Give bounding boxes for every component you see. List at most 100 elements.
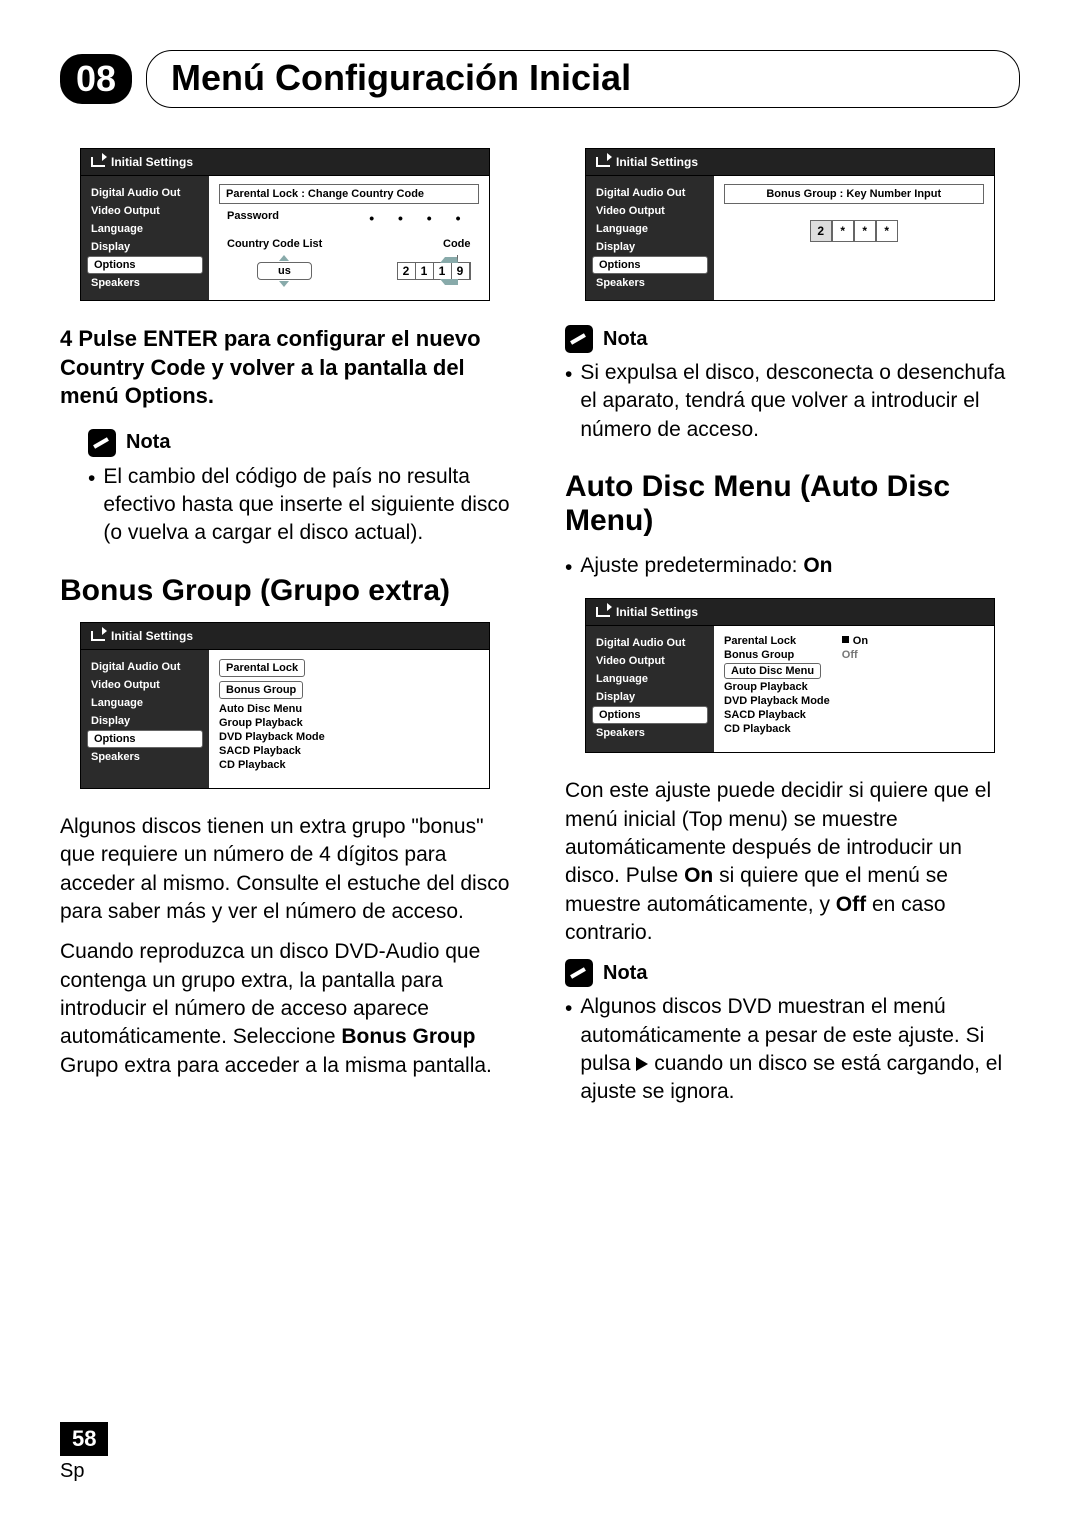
bullet-icon: •	[565, 359, 572, 444]
sidebar-item: Video Output	[81, 202, 209, 220]
sidebar-item: Display	[586, 238, 714, 256]
country-list-label: Country Code List	[227, 238, 322, 250]
panel-options: Initial Settings Digital Audio Out Video…	[80, 622, 490, 789]
panel-titlebar: Initial Settings	[81, 623, 489, 650]
option-item: Bonus Group	[724, 648, 830, 662]
option-item: SACD Playback	[219, 744, 479, 758]
return-icon	[91, 631, 105, 641]
sidebar-item: Language	[586, 670, 714, 688]
return-icon	[91, 157, 105, 167]
panel-auto-disc: Initial Settings Digital Audio Out Video…	[585, 598, 995, 753]
section-heading-bonus-group: Bonus Group (Grupo extra)	[60, 574, 515, 608]
note-text: Algunos discos DVD muestran el menú auto…	[580, 993, 1020, 1106]
panel-sidebar: Digital Audio Out Video Output Language …	[586, 176, 714, 300]
option-item: DVD Playback Mode	[724, 694, 830, 708]
keynum-header: Bonus Group : Key Number Input	[724, 184, 984, 204]
sidebar-item: Digital Audio Out	[586, 184, 714, 202]
option-item: Parental Lock	[219, 659, 305, 677]
panel-title: Initial Settings	[111, 629, 193, 643]
sidebar-item-selected: Options	[87, 730, 203, 748]
sidebar-item: Speakers	[81, 748, 209, 766]
note-label: Nota	[603, 328, 647, 351]
panel-title: Initial Settings	[616, 605, 698, 619]
option-item: SACD Playback	[724, 708, 830, 722]
option-on: On	[842, 634, 868, 648]
page-number: 58	[60, 1422, 108, 1456]
sidebar-item: Video Output	[586, 202, 714, 220]
left-column: Initial Settings Digital Audio Out Video…	[60, 148, 515, 1107]
note-text: El cambio del código de país no resulta …	[103, 463, 515, 548]
code-digit: 1	[416, 263, 434, 279]
paragraph: Con este ajuste puede decidir si quiere …	[565, 777, 1020, 947]
password-label: Password	[227, 210, 279, 226]
panel-titlebar: Initial Settings	[586, 599, 994, 626]
note-icon	[88, 429, 116, 457]
sidebar-item: Digital Audio Out	[81, 658, 209, 676]
option-item: CD Playback	[219, 758, 479, 772]
keynum-digit: *	[854, 220, 876, 242]
note-icon	[565, 959, 593, 987]
panel-titlebar: Initial Settings	[81, 149, 489, 176]
sidebar-item: Speakers	[586, 274, 714, 292]
return-icon	[596, 607, 610, 617]
option-item: Bonus Group	[219, 681, 303, 699]
note-label: Nota	[126, 431, 170, 454]
sidebar-item: Digital Audio Out	[586, 634, 714, 652]
arrow-down-icon	[279, 281, 289, 287]
step-4-text: 4 Pulse ENTER para configurar el nuevo C…	[60, 325, 515, 411]
sidebar-item: Video Output	[81, 676, 209, 694]
panel-country-code: Initial Settings Digital Audio Out Video…	[80, 148, 490, 301]
chapter-number: 08	[60, 54, 132, 104]
note-icon	[565, 325, 593, 353]
note-text: Si expulsa el disco, desconecta o desenc…	[580, 359, 1020, 444]
keynum-digit: 2	[810, 220, 832, 242]
sidebar-item: Display	[586, 688, 714, 706]
option-item-selected: Auto Disc Menu	[724, 663, 821, 679]
sidebar-item: Display	[81, 712, 209, 730]
sidebar-item: Speakers	[586, 724, 714, 742]
sidebar-item-selected: Options	[592, 706, 708, 724]
country-header: Parental Lock : Change Country Code	[219, 184, 479, 204]
panel-title: Initial Settings	[616, 155, 698, 169]
code-cells: 2 1 1 9	[397, 262, 471, 280]
password-dots: • • • •	[369, 210, 470, 226]
chapter-title: Menú Configuración Inicial	[146, 50, 1020, 108]
sidebar-item: Digital Audio Out	[81, 184, 209, 202]
sidebar-item: Video Output	[586, 652, 714, 670]
square-icon	[842, 636, 849, 643]
return-icon	[596, 157, 610, 167]
keynum-digit: *	[832, 220, 854, 242]
sidebar-item: Display	[81, 238, 209, 256]
bullet-icon: •	[88, 463, 95, 548]
sidebar-item-selected: Options	[87, 256, 203, 274]
arrow-up-icon	[440, 255, 458, 263]
sidebar-item: Language	[81, 220, 209, 238]
option-item: Parental Lock	[724, 634, 830, 648]
panel-title: Initial Settings	[111, 155, 193, 169]
panel-content: Parental Lock : Change Country Code Pass…	[209, 176, 489, 300]
autodisc-right-list: On Off	[842, 634, 868, 736]
panel-sidebar: Digital Audio Out Video Output Language …	[81, 650, 209, 788]
code-digit: 1	[434, 263, 452, 279]
keynum-digit: *	[876, 220, 898, 242]
arrow-up-icon	[279, 255, 289, 261]
panel-content: Parental Lock Bonus Group Auto Disc Menu…	[714, 626, 994, 752]
play-icon	[636, 1057, 648, 1071]
panel-titlebar: Initial Settings	[586, 149, 994, 176]
option-item: CD Playback	[724, 722, 830, 736]
panel-content: Parental Lock Bonus Group Auto Disc Menu…	[209, 650, 489, 788]
sidebar-item-selected: Options	[592, 256, 708, 274]
preset-text: Ajuste predeterminado: On	[580, 552, 832, 582]
autodisc-mid-list: Parental Lock Bonus Group Auto Disc Menu…	[724, 634, 842, 736]
panel-content: Bonus Group : Key Number Input 2 * * *	[714, 176, 994, 300]
chapter-header: 08 Menú Configuración Inicial	[60, 50, 1020, 108]
paragraph: Cuando reproduzca un disco DVD-Audio que…	[60, 938, 515, 1080]
code-digit: 2	[398, 263, 416, 279]
note-label: Nota	[603, 962, 647, 985]
bullet-icon: •	[565, 552, 572, 582]
sidebar-item: Language	[81, 694, 209, 712]
right-column: Initial Settings Digital Audio Out Video…	[565, 148, 1020, 1107]
arrow-down-icon	[440, 279, 458, 287]
option-item: DVD Playback Mode	[219, 730, 479, 744]
code-digit: 9	[452, 263, 470, 279]
